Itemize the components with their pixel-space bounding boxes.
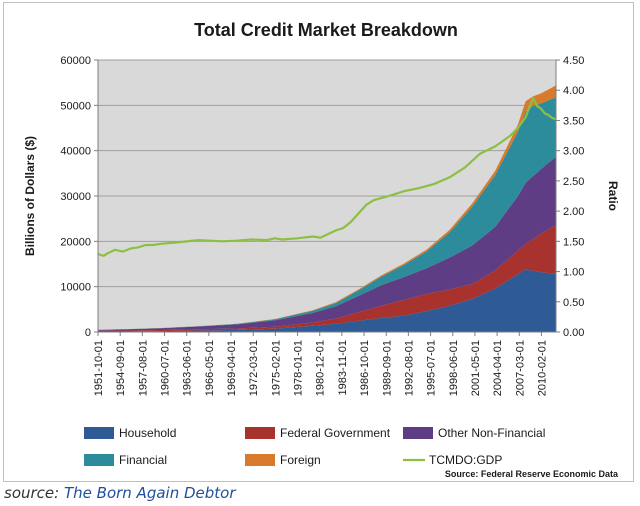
y-tick-label: 10000 <box>60 282 91 294</box>
x-tick-label: 1992-08-01 <box>403 340 415 396</box>
source-annotation: Source: Federal Reserve Economic Data <box>445 469 619 479</box>
y-tick-label: 0 <box>85 327 91 339</box>
x-tick-label: 1975-02-01 <box>270 340 282 396</box>
credit-market-chart: Total Credit Market Breakdown 0 10000 2000… <box>23 20 620 479</box>
y2-tick-label: 0.00 <box>563 327 584 339</box>
y2-tick-label: 3.50 <box>563 115 584 127</box>
legend-label: Household <box>119 426 176 440</box>
y2-tick-label: 1.00 <box>563 267 584 279</box>
legend-swatch <box>84 427 114 439</box>
x-tick-label: 1963-06-01 <box>182 340 194 396</box>
legend: Household Federal Government Other Non-Fin… <box>84 426 545 467</box>
legend-label: Other Non-Financial <box>438 426 545 440</box>
y-tick-label: 50000 <box>60 100 91 112</box>
y2-tick-label: 1.50 <box>563 236 584 248</box>
x-tick-label: 2007-03-01 <box>514 340 526 396</box>
x-tick-label: 1972-03-01 <box>248 340 260 396</box>
x-tick-label: 1995-07-01 <box>426 340 438 396</box>
y2-tick-label: 0.50 <box>563 297 584 309</box>
area-other <box>98 157 556 331</box>
x-tick-label: 1957-08-01 <box>137 340 149 396</box>
y2-axis-ticks: 0.00 0.50 1.00 1.50 2.00 2.50 3.00 3.50 4.00 4.50 <box>556 55 584 339</box>
legend-label: Financial <box>119 453 167 467</box>
y-tick-label: 40000 <box>60 146 91 158</box>
legend-swatch <box>403 427 433 439</box>
x-tick-label: 1960-07-01 <box>160 340 172 396</box>
chart-frame: Total Credit Market Breakdown 0 10000 2000… <box>3 2 634 482</box>
legend-swatch <box>84 454 114 466</box>
x-tick-label: 1966-05-01 <box>204 340 216 396</box>
gridlines <box>98 59 556 288</box>
y2-tick-label: 4.00 <box>563 85 584 97</box>
y2-tick-label: 4.50 <box>563 55 584 67</box>
area-series <box>98 85 556 332</box>
x-tick-label: 1986-10-01 <box>359 340 371 396</box>
x-tick-label: 1980-12-01 <box>315 340 327 396</box>
ratio-line <box>97 96 557 257</box>
source-prefix: source: <box>4 484 60 502</box>
y-tick-label: 60000 <box>60 55 91 67</box>
y-axis-ticks: 0 10000 20000 30000 40000 50000 60000 <box>60 55 98 339</box>
area-household <box>98 269 556 332</box>
legend-swatch <box>245 427 275 439</box>
y2-tick-label: 2.00 <box>563 206 584 218</box>
source-caption: source: The Born Again Debtor <box>4 484 236 502</box>
legend-swatch <box>245 454 275 466</box>
y-axis-label: Billions of Dollars ($) <box>23 136 37 256</box>
y2-tick-label: 3.00 <box>563 146 584 158</box>
x-tick-label: 1954-09-01 <box>115 340 127 396</box>
legend-label: Federal Government <box>280 426 391 440</box>
y2-tick-label: 2.50 <box>563 176 584 188</box>
x-tick-label: 1969-04-01 <box>226 340 238 396</box>
legend-label: TCMDO:GDP <box>429 453 502 467</box>
source-link[interactable]: The Born Again Debtor <box>63 484 236 502</box>
x-tick-label: 2001-05-01 <box>470 340 482 396</box>
area-federal <box>98 225 556 332</box>
ratio-line-series <box>97 96 557 257</box>
x-axis-ticks: 1951-10-01 1954-09-01 1957-08-01 1960-07-01… <box>93 332 548 396</box>
x-tick-label: 1978-01-01 <box>293 340 305 396</box>
legend-label: Foreign <box>280 453 321 467</box>
y-tick-label: 20000 <box>60 236 91 248</box>
x-tick-label: 1983-11-01 <box>337 340 349 395</box>
x-tick-label: 1998-06-01 <box>448 340 460 396</box>
x-tick-label: 1951-10-01 <box>93 340 105 396</box>
x-tick-label: 2004-04-01 <box>492 340 504 396</box>
chart-title: Total Credit Market Breakdown <box>194 20 458 40</box>
x-tick-label: 2010-02-01 <box>536 340 548 396</box>
y-tick-label: 30000 <box>60 191 91 203</box>
x-tick-label: 1989-09-01 <box>381 340 393 396</box>
y2-axis-label: Ratio <box>606 181 620 211</box>
